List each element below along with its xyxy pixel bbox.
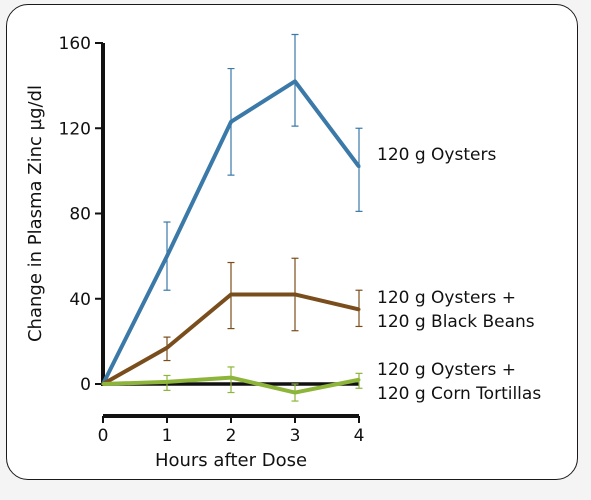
series-2 — [101, 257, 363, 386]
data-point — [165, 380, 169, 384]
series-1 — [101, 33, 363, 386]
data-point — [357, 378, 361, 382]
x-tick-label: 1 — [162, 426, 173, 446]
axes: 0 40 80 120 160 0 1 2 3 4 — [59, 34, 365, 446]
y-tick-label: 0 — [80, 375, 91, 395]
x-tick-label: 3 — [290, 426, 301, 446]
x-tick-label: 2 — [226, 426, 237, 446]
data-point — [293, 79, 297, 83]
data-point — [357, 307, 361, 311]
data-point — [165, 254, 169, 258]
x-axis-label: Hours after Dose — [155, 450, 307, 471]
series — [101, 33, 363, 402]
series-label: 120 g Oysters + 120 g Black Beans — [377, 288, 535, 332]
x-tick-label: 0 — [98, 426, 109, 446]
chart-card: 0 40 80 120 160 0 1 2 3 4 120 g Oysters 120 g Oyst… — [6, 4, 578, 480]
x-tick-label: 4 — [354, 426, 365, 446]
series-label-line: 120 g Oysters + — [377, 360, 516, 380]
series-label: 120 g Oysters — [377, 145, 496, 165]
y-tick-label: 40 — [69, 290, 91, 310]
series-label-line: 120 g Oysters — [377, 145, 496, 165]
data-point — [229, 376, 233, 380]
data-point — [357, 165, 361, 169]
series-label-line: 120 g Black Beans — [377, 312, 535, 332]
y-axis-label: Change in Plasma Zinc µg/dl — [25, 85, 46, 342]
data-point — [293, 292, 297, 296]
series-label: 120 g Oysters + 120 g Corn Tortillas — [377, 360, 541, 404]
data-point — [165, 346, 169, 350]
series-label-line: 120 g Corn Tortillas — [377, 384, 541, 404]
data-point — [101, 382, 105, 386]
series-labels: 120 g Oysters 120 g Oysters + 120 g Black … — [377, 145, 541, 404]
data-point — [293, 391, 297, 395]
series-3 — [101, 366, 363, 402]
y-tick-label: 80 — [69, 205, 91, 225]
data-point — [229, 292, 233, 296]
data-point — [229, 120, 233, 124]
y-tick-label: 120 — [59, 119, 91, 139]
y-tick-label: 160 — [59, 34, 91, 54]
series-label-line: 120 g Oysters + — [377, 288, 516, 308]
